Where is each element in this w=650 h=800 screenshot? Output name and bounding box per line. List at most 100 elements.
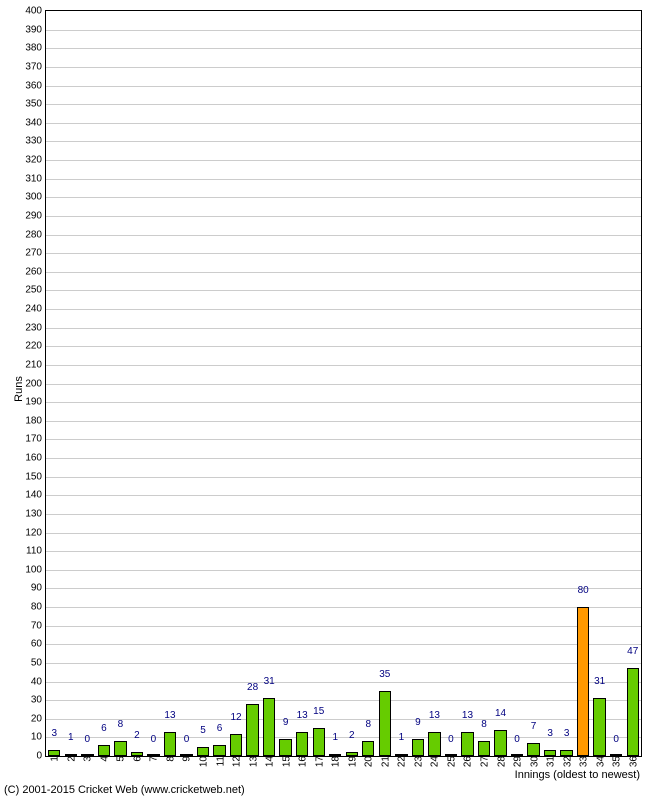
bar-value-label: 13	[164, 710, 175, 721]
bar	[428, 732, 440, 756]
bar-value-label: 1	[68, 732, 74, 743]
x-tick-label: 11	[213, 756, 226, 766]
y-axis-title: Runs	[13, 376, 25, 402]
x-tick-label: 32	[560, 756, 573, 767]
x-tick-label: 7	[147, 756, 160, 762]
gridline	[46, 588, 641, 589]
y-tick-label: 110	[26, 546, 46, 557]
bar	[246, 704, 258, 756]
y-tick-label: 400	[25, 6, 46, 17]
gridline	[46, 197, 641, 198]
gridline	[46, 86, 641, 87]
bar	[379, 691, 391, 756]
bar-value-label: 1	[399, 732, 405, 743]
x-tick-label: 26	[461, 756, 474, 767]
y-tick-label: 370	[25, 61, 46, 72]
y-tick-label: 70	[31, 620, 46, 631]
gridline	[46, 570, 641, 571]
bar-value-label: 8	[118, 719, 124, 730]
bar-value-label: 5	[200, 725, 206, 736]
gridline	[46, 719, 641, 720]
gridline	[46, 663, 641, 664]
x-tick-label: 33	[577, 756, 590, 767]
y-tick-label: 190	[25, 397, 46, 408]
y-tick-label: 330	[25, 136, 46, 147]
x-tick-label: 1	[48, 756, 61, 762]
gridline	[46, 682, 641, 683]
bar-value-label: 13	[297, 710, 308, 721]
y-tick-label: 280	[25, 229, 46, 240]
gridline	[46, 644, 641, 645]
y-tick-label: 160	[25, 453, 46, 464]
y-tick-label: 10	[31, 732, 46, 743]
copyright-text: (C) 2001-2015 Cricket Web (www.cricketwe…	[4, 784, 245, 796]
x-tick-label: 6	[130, 756, 143, 762]
bar	[230, 734, 242, 756]
x-tick-label: 9	[180, 756, 193, 762]
x-tick-label: 21	[378, 756, 391, 767]
y-tick-label: 240	[25, 304, 46, 315]
y-tick-label: 390	[25, 24, 46, 35]
bar	[98, 745, 110, 756]
y-tick-label: 260	[25, 266, 46, 277]
bar	[164, 732, 176, 756]
x-axis-title: Innings (oldest to newest)	[515, 769, 640, 781]
bar-value-label: 9	[415, 717, 421, 728]
x-tick-label: 29	[511, 756, 524, 767]
y-tick-label: 200	[25, 378, 46, 389]
bar	[593, 698, 605, 756]
gridline	[46, 67, 641, 68]
gridline	[46, 30, 641, 31]
x-tick-label: 31	[544, 756, 557, 767]
bar-value-label: 7	[531, 721, 537, 732]
chart-container: 0102030405060708090100110120130140150160…	[0, 0, 650, 800]
bar-value-label: 8	[481, 719, 487, 730]
y-tick-label: 340	[25, 117, 46, 128]
x-tick-label: 20	[362, 756, 375, 767]
x-tick-label: 4	[97, 756, 110, 762]
bar-value-label: 31	[594, 676, 605, 687]
y-tick-label: 120	[25, 527, 46, 538]
x-tick-label: 16	[296, 756, 309, 767]
y-tick-label: 210	[25, 359, 46, 370]
gridline	[46, 402, 641, 403]
gridline	[46, 272, 641, 273]
y-tick-label: 50	[31, 657, 46, 668]
gridline	[46, 346, 641, 347]
bar-value-label: 0	[184, 734, 190, 745]
y-tick-label: 310	[25, 173, 46, 184]
gridline	[46, 123, 641, 124]
bar	[494, 730, 506, 756]
gridline	[46, 328, 641, 329]
y-tick-label: 380	[25, 43, 46, 54]
x-tick-label: 30	[527, 756, 540, 767]
y-tick-label: 220	[25, 341, 46, 352]
bar	[577, 607, 589, 756]
bar-value-label: 1	[332, 732, 338, 743]
x-tick-label: 23	[411, 756, 424, 767]
bar	[478, 741, 490, 756]
bar	[627, 668, 639, 756]
y-tick-label: 60	[31, 639, 46, 650]
bar-value-label: 0	[613, 734, 619, 745]
x-tick-label: 13	[246, 756, 259, 767]
x-tick-label: 28	[494, 756, 507, 767]
bar-value-label: 6	[101, 723, 107, 734]
bar	[296, 732, 308, 756]
bar	[279, 739, 291, 756]
x-tick-label: 5	[114, 756, 127, 762]
gridline	[46, 104, 641, 105]
bar	[114, 741, 126, 756]
y-tick-label: 20	[31, 713, 46, 724]
gridline	[46, 141, 641, 142]
x-tick-label: 24	[428, 756, 441, 767]
bar-value-label: 2	[134, 730, 140, 741]
gridline	[46, 458, 641, 459]
y-tick-label: 80	[31, 602, 46, 613]
x-tick-label: 14	[263, 756, 276, 767]
gridline	[46, 607, 641, 608]
y-tick-label: 320	[25, 155, 46, 166]
gridline	[46, 216, 641, 217]
bar-value-label: 6	[217, 723, 223, 734]
bar-value-label: 0	[151, 734, 157, 745]
